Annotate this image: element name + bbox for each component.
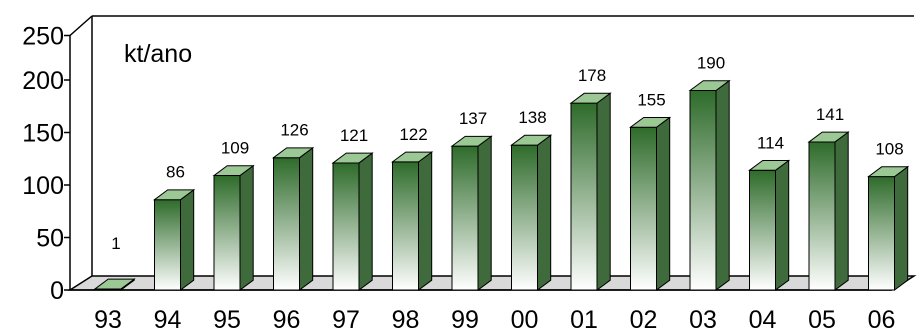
x-tick-label: 96 <box>273 306 301 334</box>
bar-cap <box>688 80 731 91</box>
bar-side <box>775 159 790 291</box>
bar <box>509 134 553 291</box>
data-label: 114 <box>757 133 784 152</box>
data-label: 108 <box>875 140 903 159</box>
bar <box>93 278 136 291</box>
data-label: 126 <box>280 121 308 140</box>
bar <box>331 152 374 291</box>
bar <box>390 151 434 291</box>
bar-cap <box>390 151 434 163</box>
bar <box>271 146 315 291</box>
x-tick-label: 06 <box>868 306 896 334</box>
bar-side <box>418 151 433 291</box>
x-tick-label: 00 <box>511 306 539 334</box>
bar-cap <box>450 135 493 147</box>
bar-cap <box>866 166 910 178</box>
bar-cap <box>271 147 315 159</box>
bar-side <box>239 164 254 291</box>
x-tick-label: 94 <box>154 306 182 334</box>
bar-side <box>537 134 552 291</box>
bar-cap <box>747 160 791 171</box>
bar <box>688 79 731 291</box>
bar-front <box>213 175 241 291</box>
y-tick-label: 50 <box>36 225 64 253</box>
bars-group <box>93 79 910 291</box>
bar-cap <box>807 131 850 143</box>
bar-front <box>570 102 598 291</box>
y-axis: 0 50 100 150 200 250 <box>22 23 70 305</box>
bar-side <box>894 165 909 291</box>
x-tick-label: 97 <box>332 306 360 334</box>
data-label: 122 <box>399 125 427 144</box>
data-label: 1 <box>111 234 120 253</box>
bar-front <box>273 157 300 291</box>
data-label: 141 <box>816 105 844 124</box>
x-tick-label: 01 <box>570 306 598 334</box>
data-label: 121 <box>340 126 368 145</box>
bar-cap <box>628 116 672 128</box>
bar-cap <box>152 189 196 201</box>
bar-cap <box>509 134 553 146</box>
bar-front <box>332 162 360 291</box>
bar-front <box>808 141 836 291</box>
x-tick-label: 99 <box>451 306 479 334</box>
data-label: 178 <box>578 66 606 85</box>
bar-cap <box>331 152 374 164</box>
axis-top-connector <box>69 15 93 37</box>
data-label: 109 <box>221 139 249 158</box>
bar-side <box>299 146 314 291</box>
data-label: 190 <box>697 54 725 73</box>
data-labels-group: 1 86 109 126 121 122 137 138 178 155 190 114 141 108 <box>111 54 903 253</box>
bar-side <box>715 79 730 291</box>
data-label: 137 <box>459 109 487 128</box>
y-tick-label: 0 <box>50 277 64 305</box>
bar <box>212 164 255 291</box>
bar-cap <box>212 165 255 177</box>
y-tick-label: 100 <box>22 172 64 200</box>
bar-front <box>154 199 181 291</box>
bar-side <box>180 188 195 291</box>
bar-side <box>596 92 611 291</box>
bar-side <box>358 152 373 291</box>
bar-front <box>868 176 895 291</box>
bar-front <box>392 161 419 291</box>
y-tick-label: 200 <box>22 67 64 95</box>
y-tick-label: 250 <box>22 23 64 51</box>
bar <box>628 116 672 291</box>
data-label: 86 <box>166 163 185 182</box>
data-label: 138 <box>518 108 546 127</box>
bar <box>747 159 791 291</box>
x-tick-label: 03 <box>689 306 717 334</box>
bar-front <box>511 144 538 291</box>
x-tick-label: 98 <box>392 306 420 334</box>
bar <box>807 131 850 291</box>
bar-cap <box>569 92 612 104</box>
bar-front <box>749 169 776 291</box>
bar-front <box>689 90 717 291</box>
unit-label: kt/ano <box>124 40 192 68</box>
x-tick-label: 95 <box>213 306 241 334</box>
bar-side <box>656 116 671 291</box>
y-tick-label: 150 <box>22 120 64 148</box>
x-tick-label: 02 <box>630 306 658 334</box>
bar-cap <box>93 278 136 290</box>
x-tick-label: 93 <box>94 306 122 334</box>
data-label: 155 <box>637 90 665 109</box>
bar-side <box>477 135 492 291</box>
bar <box>152 188 196 291</box>
x-tick-label: 04 <box>749 306 777 334</box>
bar-front <box>630 126 657 291</box>
bar-side <box>834 131 849 291</box>
x-tick-label: 05 <box>808 306 836 334</box>
bar <box>569 92 612 291</box>
bar <box>866 165 910 291</box>
bar <box>450 135 493 291</box>
bar-front <box>451 145 479 291</box>
x-axis: 93 94 95 96 97 98 99 00 01 02 03 04 05 06 <box>94 306 895 334</box>
